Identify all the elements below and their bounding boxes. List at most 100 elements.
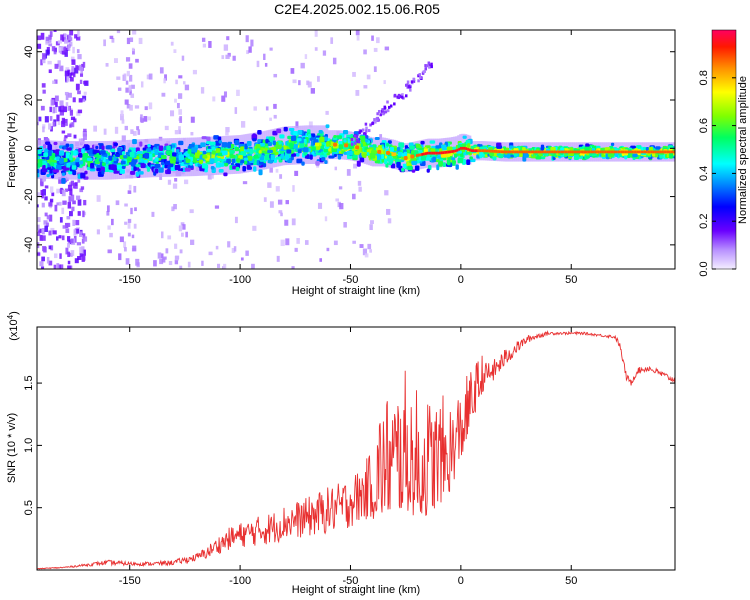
heat-ridge-cell bbox=[387, 140, 392, 144]
heat-noise-cell bbox=[48, 43, 53, 47]
heat-streak-cell bbox=[383, 106, 387, 110]
heat-noise-cell bbox=[346, 169, 351, 176]
heat-noise-cell bbox=[200, 87, 205, 94]
heat-streak-cell bbox=[388, 105, 391, 109]
heat-ridge-cell bbox=[346, 150, 353, 156]
heat-ridge-cell bbox=[446, 159, 451, 166]
heat-streak-cell bbox=[386, 109, 390, 113]
heat-noise-cell bbox=[383, 80, 386, 85]
heat-noise-cell bbox=[109, 35, 114, 39]
heat-ridge-cell bbox=[315, 145, 321, 150]
heat-core-cell bbox=[622, 150, 625, 154]
heat-noise-cell bbox=[278, 210, 283, 214]
heat-noise-cell bbox=[358, 186, 362, 192]
heat-ridge-cell bbox=[243, 157, 249, 161]
heat-noise-cell bbox=[51, 192, 55, 197]
heat-noise-cell bbox=[55, 101, 58, 108]
heat-noise-cell bbox=[77, 199, 82, 206]
heat-noise-cell bbox=[153, 260, 157, 267]
heat-noise-cell bbox=[300, 62, 305, 69]
heat-ridge-cell bbox=[165, 160, 171, 166]
heat-noise-cell bbox=[326, 247, 330, 252]
heat-ridge-cell bbox=[589, 152, 593, 157]
snr-panel: -150 -100 -50 0 50 0.5 1.0 1.5 Height of strai… bbox=[6, 311, 676, 596]
heat-ridge-cell bbox=[95, 145, 99, 150]
heat-noise-cell bbox=[48, 214, 53, 222]
heat-noise-cell bbox=[37, 224, 40, 231]
heat-ridge-cell bbox=[268, 136, 274, 141]
heat-noise-cell bbox=[41, 228, 45, 235]
heat-noise-cell bbox=[214, 205, 220, 209]
heat-core-cell bbox=[594, 150, 597, 154]
heat-noise-cell bbox=[111, 37, 115, 43]
heat-noise-cell bbox=[46, 222, 50, 227]
heat-ridge-cell bbox=[411, 160, 418, 165]
heat-ridge-cell bbox=[65, 143, 70, 148]
heat-noise-cell bbox=[168, 261, 173, 266]
heat-noise-cell bbox=[294, 247, 298, 252]
heat-ridge-cell bbox=[53, 169, 59, 173]
heat-noise-cell bbox=[376, 37, 380, 44]
heat-noise-cell bbox=[68, 34, 72, 41]
heat-core-cell bbox=[486, 149, 489, 153]
heat-noise-cell bbox=[61, 189, 66, 197]
heat-noise-cell bbox=[129, 89, 132, 96]
y-tick-label: 1.5 bbox=[23, 375, 35, 390]
heat-noise-cell bbox=[352, 71, 356, 77]
heat-ridge-cell bbox=[442, 162, 446, 168]
heat-ridge-cell bbox=[288, 128, 295, 132]
heat-streak-cell bbox=[402, 96, 405, 100]
heat-ridge-cell bbox=[429, 140, 436, 144]
heat-noise-cell bbox=[61, 207, 65, 215]
heat-core-cell bbox=[587, 150, 590, 154]
heat-noise-cell bbox=[46, 215, 51, 220]
heat-ridge-cell bbox=[573, 154, 579, 161]
heat-ridge-cell bbox=[132, 139, 137, 145]
heat-noise-cell bbox=[83, 199, 87, 206]
heat-core-cell bbox=[657, 150, 660, 154]
figure-title: C2E4.2025.002.15.06.R05 bbox=[274, 1, 440, 17]
heat-ridge-cell bbox=[436, 155, 441, 159]
heat-hot-cell bbox=[410, 154, 415, 159]
heat-core-cell bbox=[467, 147, 469, 151]
heat-noise-cell bbox=[41, 83, 46, 88]
heat-noise-cell bbox=[334, 166, 338, 171]
heat-noise-cell bbox=[77, 256, 82, 260]
heat-noise-cell bbox=[276, 255, 280, 262]
heat-noise-cell bbox=[67, 201, 72, 209]
heat-ridge-cell bbox=[280, 153, 285, 159]
heat-noise-cell bbox=[146, 74, 151, 80]
heat-noise-cell bbox=[126, 37, 131, 45]
spectrogram-x-ticks: -150 -100 -50 0 50 bbox=[119, 30, 577, 286]
heat-noise-cell bbox=[123, 247, 127, 252]
heat-noise-cell bbox=[72, 97, 76, 103]
heat-noise-cell bbox=[69, 124, 72, 128]
heat-noise-cell bbox=[48, 260, 53, 266]
heat-core-cell bbox=[636, 150, 639, 154]
heat-ridge-cell bbox=[381, 154, 385, 160]
heat-noise-cell bbox=[77, 90, 81, 95]
heat-noise-cell bbox=[68, 72, 72, 78]
heat-ridge-cell bbox=[85, 145, 90, 151]
heat-noise-cell bbox=[41, 235, 46, 241]
heat-ridge-cell bbox=[180, 162, 185, 167]
heat-noise-cell bbox=[40, 59, 43, 66]
heat-noise-cell bbox=[160, 231, 164, 239]
heat-ridge-cell bbox=[411, 169, 416, 173]
heat-core-cell bbox=[608, 150, 611, 154]
heat-noise-cell bbox=[136, 126, 140, 131]
heat-noise-cell bbox=[72, 219, 76, 226]
heat-noise-cell bbox=[73, 235, 77, 243]
heat-ridge-cell bbox=[492, 155, 497, 161]
heat-ridge-cell bbox=[462, 135, 467, 139]
heat-noise-cell bbox=[275, 186, 280, 192]
heat-core-cell bbox=[566, 150, 568, 154]
heat-noise-cell bbox=[225, 132, 229, 136]
heat-ridge-cell bbox=[374, 136, 380, 141]
heat-streak-cell bbox=[350, 142, 354, 146]
heat-ridge-cell bbox=[121, 165, 126, 169]
heat-noise-cell bbox=[179, 116, 183, 123]
heat-noise-cell bbox=[189, 209, 194, 214]
x-tick-label: 0 bbox=[458, 274, 464, 286]
heat-streak-cell bbox=[424, 64, 427, 68]
